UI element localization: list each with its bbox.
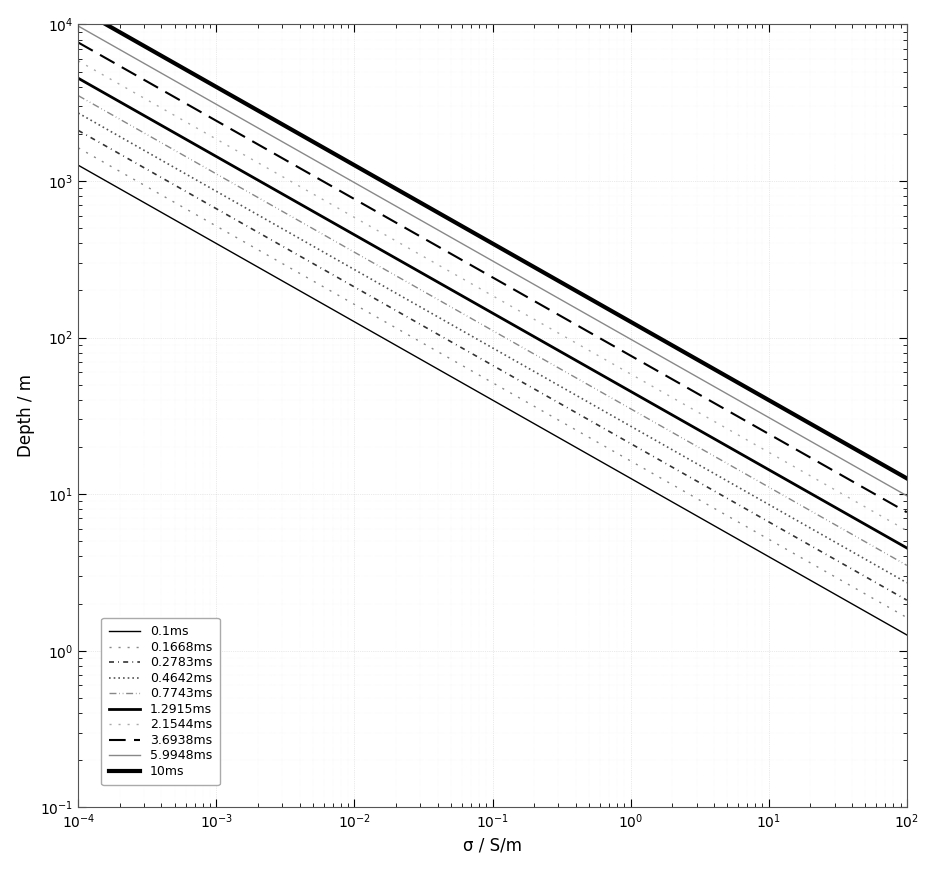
1.2915ms — [576, 358, 587, 368]
0.7743ms — [786, 495, 797, 505]
Line: 2.1544ms: 2.1544ms — [79, 61, 907, 530]
3.6938ms — [73, 37, 84, 48]
0.4642ms — [786, 512, 797, 523]
2.1544ms — [901, 525, 913, 536]
0.2783ms — [786, 530, 797, 540]
X-axis label: σ / S/m: σ / S/m — [463, 836, 522, 854]
5.9948ms — [701, 377, 712, 388]
Line: 0.1668ms: 0.1668ms — [79, 148, 907, 618]
5.9948ms — [901, 490, 913, 501]
1.2915ms — [73, 73, 84, 84]
0.2783ms — [124, 154, 135, 165]
0.7743ms — [576, 375, 587, 386]
2.1544ms — [73, 56, 84, 66]
3.6938ms — [786, 442, 797, 452]
0.7743ms — [124, 119, 135, 130]
5.9948ms — [786, 425, 797, 436]
0.1668ms — [701, 499, 712, 510]
2.1544ms — [601, 354, 612, 365]
0.1ms — [601, 459, 612, 469]
0.1ms — [701, 517, 712, 527]
5.9948ms — [73, 21, 84, 31]
0.7743ms — [73, 91, 84, 101]
10ms — [73, 3, 84, 14]
1.2915ms — [901, 543, 913, 553]
0.7743ms — [554, 363, 565, 374]
0.7743ms — [701, 447, 712, 457]
0.7743ms — [601, 389, 612, 400]
Y-axis label: Depth / m: Depth / m — [17, 375, 35, 457]
3.6938ms — [701, 394, 712, 404]
10ms — [901, 473, 913, 483]
3.6938ms — [601, 336, 612, 347]
0.1ms — [786, 564, 797, 575]
0.2783ms — [601, 424, 612, 435]
3.6938ms — [124, 66, 135, 77]
10ms — [786, 408, 797, 418]
2.1544ms — [701, 412, 712, 422]
0.1668ms — [601, 442, 612, 452]
0.4642ms — [554, 381, 565, 391]
10ms — [576, 288, 587, 299]
3.6938ms — [554, 310, 565, 321]
0.2783ms — [701, 482, 712, 492]
Line: 5.9948ms: 5.9948ms — [79, 26, 907, 496]
1.2915ms — [601, 372, 612, 382]
0.1668ms — [554, 415, 565, 426]
1.2915ms — [124, 102, 135, 112]
0.4642ms — [601, 407, 612, 417]
5.9948ms — [554, 294, 565, 304]
0.1ms — [73, 160, 84, 171]
Line: 0.7743ms: 0.7743ms — [79, 96, 907, 565]
0.4642ms — [901, 577, 913, 588]
0.2783ms — [901, 595, 913, 605]
Line: 0.1ms: 0.1ms — [79, 165, 907, 635]
Line: 1.2915ms: 1.2915ms — [79, 78, 907, 548]
1.2915ms — [701, 429, 712, 440]
5.9948ms — [124, 50, 135, 60]
0.4642ms — [576, 393, 587, 403]
0.4642ms — [124, 137, 135, 147]
10ms — [701, 360, 712, 370]
5.9948ms — [576, 306, 587, 316]
0.4642ms — [73, 108, 84, 118]
10ms — [554, 276, 565, 287]
2.1544ms — [786, 460, 797, 470]
0.2783ms — [554, 398, 565, 408]
Legend: 0.1ms, 0.1668ms, 0.2783ms, 0.4642ms, 0.7743ms, 1.2915ms, 2.1544ms, 3.6938ms, 5.9: 0.1ms, 0.1668ms, 0.2783ms, 0.4642ms, 0.7… — [101, 618, 220, 786]
0.1668ms — [576, 428, 587, 438]
0.1ms — [901, 630, 913, 640]
0.2783ms — [576, 410, 587, 421]
1.2915ms — [786, 477, 797, 488]
2.1544ms — [124, 84, 135, 95]
2.1544ms — [576, 341, 587, 351]
0.1668ms — [124, 172, 135, 182]
0.1ms — [124, 189, 135, 199]
1.2915ms — [554, 346, 565, 356]
3.6938ms — [901, 507, 913, 517]
0.1ms — [554, 433, 565, 443]
10ms — [601, 302, 612, 313]
5.9948ms — [601, 320, 612, 330]
Line: 0.4642ms: 0.4642ms — [79, 113, 907, 583]
10ms — [124, 32, 135, 43]
Line: 10ms: 10ms — [79, 9, 907, 478]
Line: 3.6938ms: 3.6938ms — [79, 43, 907, 512]
0.1ms — [576, 445, 587, 456]
0.2783ms — [73, 125, 84, 136]
2.1544ms — [554, 328, 565, 339]
0.1668ms — [901, 612, 913, 623]
0.7743ms — [901, 560, 913, 571]
3.6938ms — [576, 322, 587, 333]
0.1668ms — [786, 547, 797, 557]
0.1668ms — [73, 143, 84, 153]
Line: 0.2783ms: 0.2783ms — [79, 131, 907, 600]
0.4642ms — [701, 464, 712, 475]
